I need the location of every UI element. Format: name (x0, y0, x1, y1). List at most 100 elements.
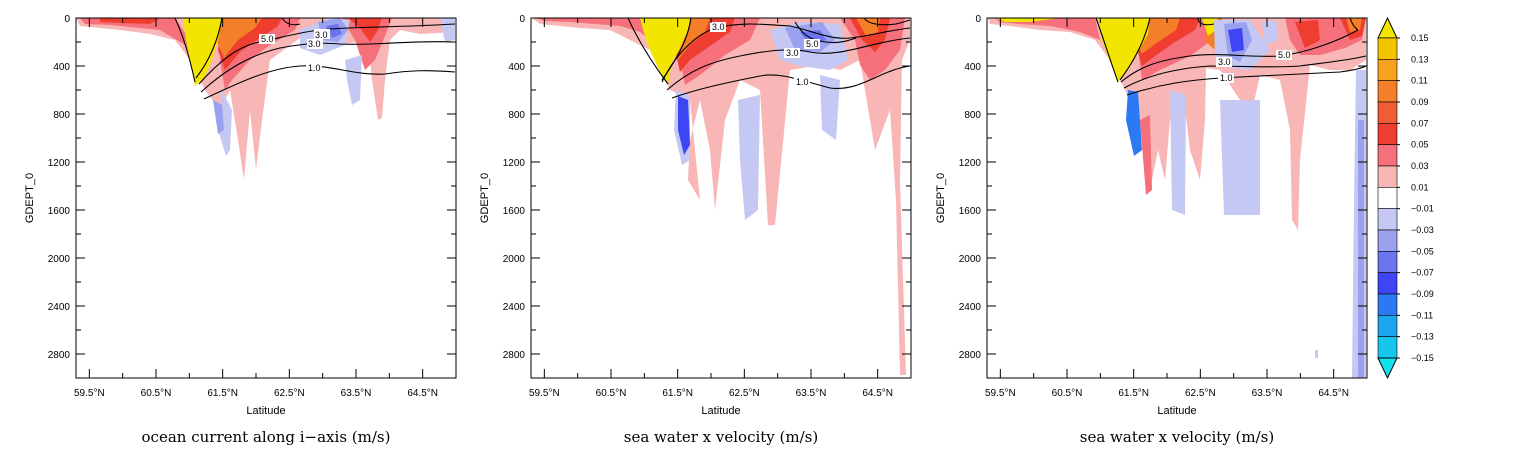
colorbar-lower-arrow (1377, 357, 1398, 380)
panel-1-xlabel: Latitude (246, 405, 285, 417)
panel-3-contour-line (1126, 65, 1367, 96)
panel-2-contour-line (863, 17, 911, 26)
panel-3-contour-labels: 3.0 5.0 1.0 (1216, 50, 1292, 83)
panel-1-fill (76, 18, 455, 180)
colorbar-segment (1377, 80, 1398, 103)
panel-2-ylabel: GDEPT_0 (479, 173, 491, 223)
panel-1-ylabel: GDEPT_0 (24, 173, 36, 223)
panel-2-field-pos-weak (532, 18, 910, 375)
y-tick-label: 800 (53, 110, 70, 121)
panel-2-field-pos-strong (675, 18, 890, 72)
colorbar-tick-label: 0.07 (1411, 118, 1429, 128)
panel-2-contour-line (666, 37, 911, 91)
colorbar-segment (1377, 187, 1398, 209)
panel-3-ylabel: GDEPT_0 (935, 173, 947, 223)
y-tick-label: 800 (508, 110, 525, 121)
panel-1-field-orange (216, 18, 262, 58)
y-tick-label: 2400 (48, 302, 71, 313)
y-tick-label: 1600 (503, 206, 526, 217)
panel-2-xlabel: Latitude (701, 405, 740, 417)
panel-1-field-pos-strong (100, 18, 382, 70)
colorbar-segment (1377, 101, 1398, 124)
colorbar-segment (1377, 144, 1398, 167)
panel-2-contour-line (671, 65, 911, 99)
panel-3-field-orange (1134, 18, 1362, 54)
panel-3-contour-line (1349, 17, 1359, 31)
panel-1-contour-label: 3.0 (315, 30, 328, 40)
y-tick-label: 0 (519, 14, 525, 25)
panel-2-field-pos-mid (535, 18, 905, 85)
colorbar-segment (1377, 37, 1398, 60)
x-tick-label: 61.5°N (1118, 388, 1149, 399)
colorbar-tick-label: 0.01 (1411, 182, 1429, 192)
panel-3-field-neg-cyan (1126, 90, 1142, 156)
panel-2-field-neg-strong (678, 96, 690, 155)
panel-1-contour-label: 5.0 (261, 34, 274, 44)
x-tick-label: 63.5°N (341, 388, 372, 399)
panel-3-ticks: 59.5°N 60.5°N 61.5°N 62.5°N 63.5°N 64.5°N 0 400… (959, 14, 1367, 399)
panel-1-contour-line (203, 65, 456, 100)
y-tick-label: 2400 (503, 302, 526, 313)
x-tick-label: 59.5°N (529, 388, 560, 399)
y-tick-label: 1600 (959, 206, 982, 217)
x-tick-label: 62.5°N (274, 388, 305, 399)
y-tick-label: 1600 (48, 206, 71, 217)
panel-3-contour-label: 3.0 (1218, 57, 1231, 67)
colorbar-segment (1377, 123, 1398, 145)
y-tick-label: 2000 (503, 254, 526, 265)
panel-3-field-pos-strong (1136, 18, 1366, 66)
y-tick-label: 800 (964, 110, 981, 121)
y-tick-label: 1200 (503, 158, 526, 169)
panel-3-contour-line (1197, 17, 1215, 26)
x-tick-label: 63.5°N (1252, 388, 1283, 399)
x-tick-label: 64.5°N (862, 388, 893, 399)
panel-3-contour-line (1123, 55, 1367, 89)
panel-3-field-neg-mid (1224, 22, 1364, 378)
colorbar-tick-label: −0.05 (1411, 246, 1434, 256)
colorbar: 0.15 0.13 0.11 0.09 0.07 0.05 0.03 0.01 −0.01 −0.… (1377, 16, 1434, 380)
x-tick-label: 61.5°N (662, 388, 693, 399)
panel-2-title: sea water x velocity (m/s) (624, 428, 818, 446)
colorbar-tick-label: −0.03 (1411, 225, 1434, 235)
panel-1-field-neg-strong (326, 24, 342, 38)
x-tick-label: 59.5°N (74, 388, 105, 399)
colorbar-tick-label: 0.03 (1411, 161, 1429, 171)
colorbar-segment (1377, 293, 1398, 316)
panel-1-field-yellow (183, 18, 222, 86)
panel-2-fill (532, 18, 910, 375)
colorbar-tick-label: −0.01 (1411, 204, 1434, 214)
panel-3-field-pos-mid (995, 18, 1366, 195)
panel-3-contour-label: 5.0 (1278, 50, 1291, 60)
panel-3-contour-line (1120, 29, 1359, 83)
y-tick-label: 2800 (959, 350, 982, 361)
panel-1-contour-line (195, 17, 223, 79)
panel-3-fill (988, 18, 1366, 378)
colorbar-segment (1377, 251, 1398, 273)
colorbar-segment (1377, 272, 1398, 295)
panel-2-plot-frame (530, 17, 912, 379)
panel-1-title: ocean current along i−axis (m/s) (142, 428, 391, 446)
panel-3: 3.0 5.0 1.0 59.5°N 60.5°N 61.5°N 62.5°N 63.5… (935, 14, 1368, 446)
colorbar-tick-label: −0.09 (1411, 289, 1434, 299)
colorbar-tick-label: 0.09 (1411, 97, 1429, 107)
colorbar-segment (1377, 59, 1398, 81)
panel-2-field-yellow (640, 18, 690, 85)
x-tick-label: 60.5°N (1052, 388, 1083, 399)
colorbar-tick-label: −0.07 (1411, 268, 1434, 278)
colorbar-tick-label: −0.13 (1411, 332, 1434, 342)
y-tick-label: 0 (64, 14, 70, 25)
panel-1-field-neg-weak (218, 18, 455, 156)
panel-2-field-orange (670, 18, 880, 60)
colorbar-segment (1377, 336, 1398, 359)
y-tick-label: 400 (508, 62, 525, 73)
colorbar-segment (1377, 165, 1398, 188)
panel-3-field-pos-weak (988, 18, 1366, 230)
y-tick-label: 2000 (959, 254, 982, 265)
colorbar-tick-label: 0.15 (1411, 33, 1429, 43)
y-tick-label: 2000 (48, 254, 71, 265)
x-tick-label: 63.5°N (796, 388, 827, 399)
panel-1-contour-labels: 5.0 3.0 3.0 1.0 (259, 29, 330, 73)
panel-2-contour-labels: 3.0 5.0 3.0 1.0 (710, 22, 820, 87)
colorbar-tick-label: −0.11 (1411, 310, 1433, 320)
panel-2-contour-label: 1.0 (796, 77, 809, 87)
